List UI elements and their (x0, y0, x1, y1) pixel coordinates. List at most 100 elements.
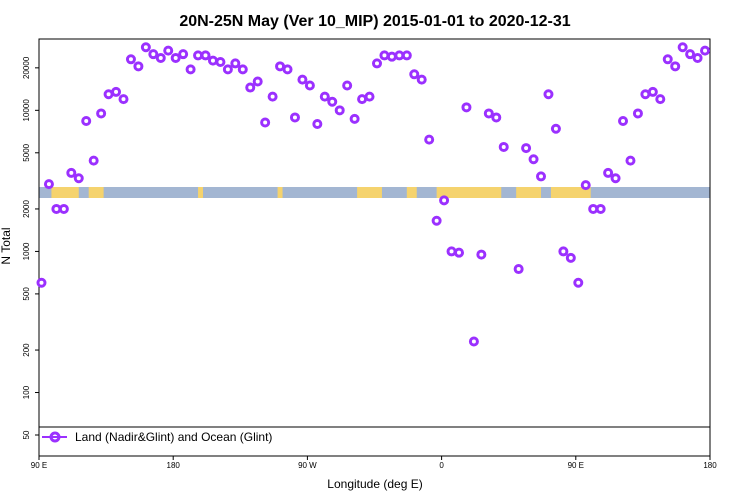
data-point (43, 179, 54, 190)
data-point (118, 94, 129, 105)
data-point (51, 203, 62, 214)
data-point (394, 50, 405, 61)
data-point (461, 102, 472, 113)
plot-frame (38, 38, 711, 457)
data-point (558, 246, 569, 257)
data-point (178, 49, 189, 60)
data-point (297, 74, 308, 85)
land-segment (277, 187, 283, 198)
data-point (632, 108, 643, 119)
data-point (468, 336, 479, 347)
data-point (252, 76, 263, 87)
data-point (140, 42, 151, 53)
data-point (133, 61, 144, 72)
data-point (424, 134, 435, 145)
data-point (580, 180, 591, 191)
data-point (312, 118, 323, 129)
data-point (439, 195, 450, 206)
data-point (170, 52, 181, 63)
data-point (409, 69, 420, 80)
data-point (215, 57, 226, 68)
y-tick-label: 1000 (22, 242, 31, 260)
data-point (662, 54, 673, 65)
data-point (58, 203, 69, 214)
data-point (483, 108, 494, 119)
data-point (498, 141, 509, 152)
data-point (125, 54, 136, 65)
x-tick-label: 90 E (568, 461, 584, 470)
data-point (364, 91, 375, 102)
chart-title: 20N-25N May (Ver 10_MIP) 2015-01-01 to 2… (179, 13, 570, 30)
y-axis: 50 100 200 500 1000 2000 5000 10000 20000 (22, 56, 39, 439)
x-tick-label: 90 W (298, 461, 317, 470)
data-point (282, 64, 293, 75)
data-point (148, 49, 159, 60)
data-point (342, 80, 353, 91)
data-point (416, 74, 427, 85)
y-tick-label: 2000 (22, 199, 31, 217)
x-axis-label: Longitude (deg E) (327, 477, 422, 491)
data-point (111, 86, 122, 97)
land-segment (88, 187, 104, 198)
data-point (431, 215, 442, 226)
land-segment (357, 187, 382, 198)
data-point (603, 167, 614, 178)
data-point (640, 89, 651, 100)
data-point (588, 203, 599, 214)
data-point (371, 58, 382, 69)
land-segment (516, 187, 542, 198)
data-point (476, 249, 487, 260)
land-segment (198, 187, 204, 198)
x-tick-label: 180 (167, 461, 181, 470)
y-tick-label: 500 (22, 287, 31, 301)
data-point (453, 247, 464, 258)
data-point (237, 64, 248, 75)
land-segment (406, 187, 417, 198)
legend: Land (Nadir&Glint) and Ocean (Glint) (38, 426, 711, 457)
data-point (677, 42, 688, 53)
land-segment (436, 187, 502, 198)
data-point (319, 91, 330, 102)
data-point (36, 277, 47, 288)
y-tick-label: 200 (22, 343, 31, 357)
data-point (700, 45, 711, 56)
x-tick-label: 180 (703, 461, 717, 470)
data-point (655, 94, 666, 105)
data-point (304, 80, 315, 91)
data-point (685, 49, 696, 60)
data-point (550, 123, 561, 134)
data-point (103, 89, 114, 100)
data-point (595, 203, 606, 214)
data-point (275, 61, 286, 72)
data-point (334, 105, 345, 116)
data-point (521, 143, 532, 154)
data-point (73, 173, 84, 184)
legend-label: Land (Nadir&Glint) and Ocean (Glint) (75, 430, 272, 444)
data-point (200, 50, 211, 61)
land-segment (550, 187, 591, 198)
data-point (163, 45, 174, 56)
data-point (528, 154, 539, 165)
data-point (222, 64, 233, 75)
data-point (610, 173, 621, 184)
data-point (513, 264, 524, 275)
x-tick-label: 0 (439, 461, 444, 470)
y-tick-label: 20000 (22, 56, 31, 79)
land-segment (51, 187, 79, 198)
data-point (289, 112, 300, 123)
legend-box (38, 426, 711, 457)
data-points (36, 42, 711, 453)
y-tick-label: 50 (22, 430, 31, 439)
data-point (625, 155, 636, 166)
data-point (96, 108, 107, 119)
data-point (401, 50, 412, 61)
data-point (379, 50, 390, 61)
data-point (193, 50, 204, 61)
data-point (573, 277, 584, 288)
data-point (536, 171, 547, 182)
data-point (245, 82, 256, 93)
data-point (185, 64, 196, 75)
y-tick-label: 100 (22, 385, 31, 399)
y-tick-label: 10000 (22, 99, 31, 122)
legend-marker (49, 431, 61, 443)
